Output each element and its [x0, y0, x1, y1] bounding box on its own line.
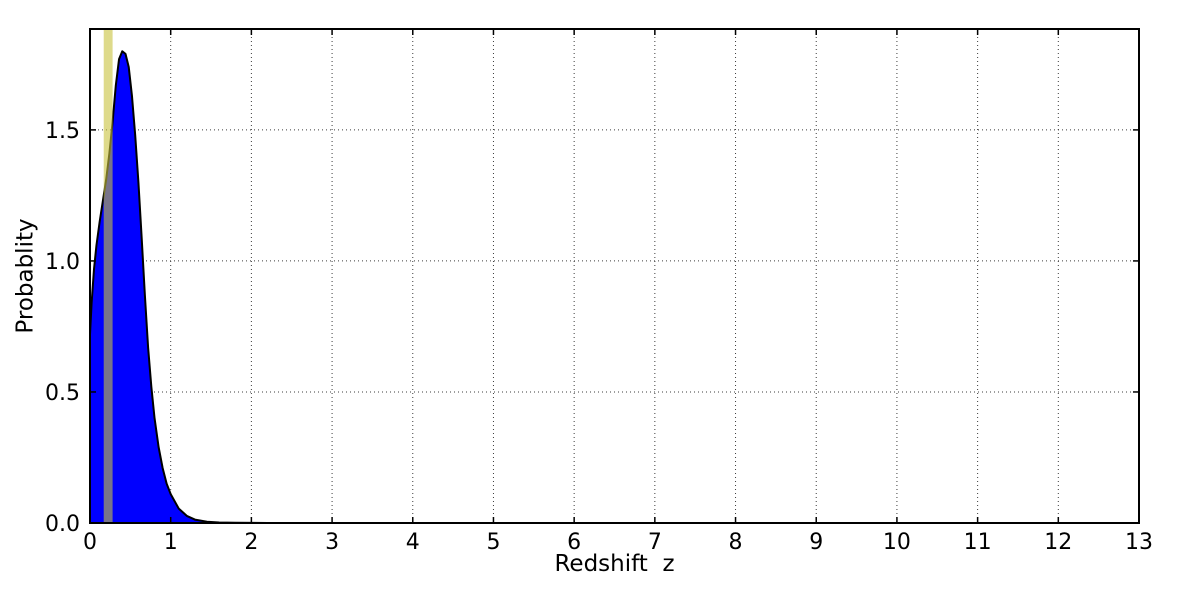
y-tick-label: 1.0 [45, 250, 80, 275]
gridlines [89, 29, 1140, 524]
x-tick-label: 0 [83, 530, 97, 555]
y-tick-labels: 0.0 0.5 1.0 1.5 [45, 119, 80, 537]
pdf-curve-fill [90, 51, 1139, 523]
y-axis-label: Probablity [12, 218, 39, 334]
highlight-band [103, 29, 113, 523]
x-tick-label: 1 [164, 530, 178, 555]
x-tick-labels: 0 1 2 3 4 5 6 7 8 9 10 11 12 13 [83, 530, 1153, 555]
x-tick-label: 12 [1044, 530, 1072, 555]
x-tick-label: 7 [648, 530, 662, 555]
pdf-curve-line [89, 50, 1139, 524]
axis-ticks [89, 29, 1140, 524]
x-tick-label: 3 [325, 530, 339, 555]
x-tick-label: 5 [486, 530, 500, 555]
y-tick-label: 0.0 [45, 512, 80, 537]
x-tick-label: 10 [883, 530, 911, 555]
x-tick-label: 2 [244, 530, 258, 555]
x-tick-label: 8 [729, 530, 743, 555]
x-tick-label: 4 [406, 530, 420, 555]
y-tick-label: 0.5 [45, 381, 80, 406]
x-tick-label: 6 [567, 530, 581, 555]
x-tick-label: 13 [1125, 530, 1153, 555]
x-axis-label: Redshift z [554, 551, 675, 577]
x-tick-label: 9 [809, 530, 823, 555]
y-tick-label: 1.5 [45, 119, 80, 144]
plot-frame [89, 28, 1140, 524]
x-tick-label: 11 [964, 530, 992, 555]
